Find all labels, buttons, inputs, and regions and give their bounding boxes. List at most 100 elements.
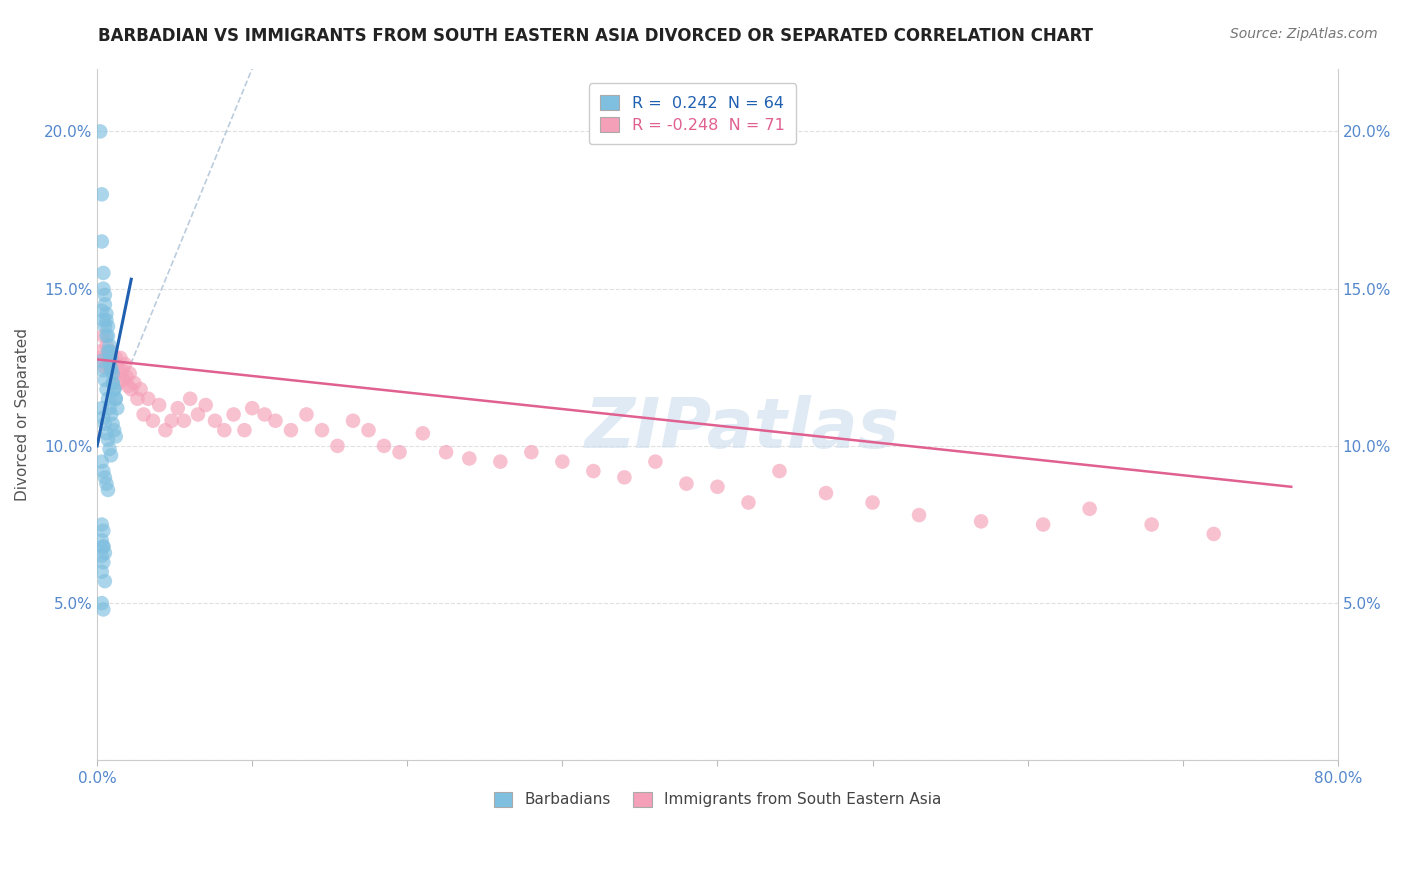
Text: BARBADIAN VS IMMIGRANTS FROM SOUTH EASTERN ASIA DIVORCED OR SEPARATED CORRELATIO: BARBADIAN VS IMMIGRANTS FROM SOUTH EASTE… — [98, 27, 1094, 45]
Point — [108, 376, 131, 390]
Point — [96, 382, 118, 396]
Point — [90, 187, 112, 202]
Point — [91, 602, 114, 616]
Point — [136, 392, 159, 406]
Point — [179, 392, 201, 406]
Point — [97, 351, 120, 365]
Point — [1140, 517, 1163, 532]
Point — [118, 367, 141, 381]
Point — [90, 401, 112, 416]
Point — [91, 313, 114, 327]
Point — [103, 382, 125, 396]
Point — [240, 401, 263, 416]
Point — [100, 344, 122, 359]
Point — [98, 401, 121, 416]
Point — [98, 338, 121, 352]
Point — [104, 392, 127, 406]
Point — [90, 303, 112, 318]
Point — [96, 476, 118, 491]
Text: ZIPatlas: ZIPatlas — [585, 395, 900, 462]
Point — [91, 328, 114, 343]
Point — [100, 360, 122, 375]
Point — [90, 596, 112, 610]
Point — [97, 483, 120, 497]
Point — [101, 354, 124, 368]
Point — [96, 426, 118, 441]
Point — [101, 367, 124, 381]
Point — [100, 363, 122, 377]
Point — [129, 382, 152, 396]
Point — [862, 495, 884, 509]
Point — [295, 408, 318, 422]
Point — [101, 417, 124, 431]
Point — [117, 379, 139, 393]
Point — [233, 423, 256, 437]
Point — [214, 423, 236, 437]
Point — [127, 392, 149, 406]
Point — [613, 470, 636, 484]
Point — [357, 423, 380, 437]
Point — [89, 344, 111, 359]
Point — [373, 439, 395, 453]
Point — [970, 515, 993, 529]
Point — [551, 455, 574, 469]
Point — [91, 540, 114, 554]
Point — [91, 524, 114, 538]
Point — [100, 408, 122, 422]
Point — [96, 338, 118, 352]
Point — [737, 495, 759, 509]
Point — [173, 414, 195, 428]
Point — [91, 266, 114, 280]
Point — [148, 398, 170, 412]
Point — [101, 376, 124, 390]
Point — [120, 382, 142, 396]
Point — [96, 313, 118, 327]
Point — [194, 398, 217, 412]
Point — [97, 328, 120, 343]
Point — [98, 360, 121, 375]
Point — [814, 486, 837, 500]
Point — [89, 124, 111, 138]
Point — [342, 414, 364, 428]
Point — [388, 445, 411, 459]
Point — [489, 455, 512, 469]
Point — [222, 408, 245, 422]
Point — [1202, 527, 1225, 541]
Point — [114, 357, 136, 371]
Point — [155, 423, 177, 437]
Point — [100, 448, 122, 462]
Point — [582, 464, 605, 478]
Point — [90, 517, 112, 532]
Point — [98, 354, 121, 368]
Point — [412, 426, 434, 441]
Point — [104, 429, 127, 443]
Point — [166, 401, 188, 416]
Text: Source: ZipAtlas.com: Source: ZipAtlas.com — [1230, 27, 1378, 41]
Point — [115, 369, 138, 384]
Point — [124, 376, 146, 390]
Point — [103, 382, 125, 396]
Point — [94, 319, 117, 334]
Point — [90, 351, 112, 365]
Point — [160, 414, 183, 428]
Point — [97, 344, 120, 359]
Point — [98, 344, 121, 359]
Point — [91, 555, 114, 569]
Point — [90, 235, 112, 249]
Point — [908, 508, 931, 522]
Point — [94, 574, 117, 588]
Point — [204, 414, 226, 428]
Point — [90, 455, 112, 469]
Point — [91, 410, 114, 425]
Point — [97, 433, 120, 447]
Point — [91, 363, 114, 377]
Point — [111, 363, 134, 377]
Point — [105, 360, 128, 375]
Point — [112, 373, 135, 387]
Point — [91, 464, 114, 478]
Point — [94, 546, 117, 560]
Point — [94, 360, 117, 375]
Point — [253, 408, 276, 422]
Point — [97, 319, 120, 334]
Point — [675, 476, 697, 491]
